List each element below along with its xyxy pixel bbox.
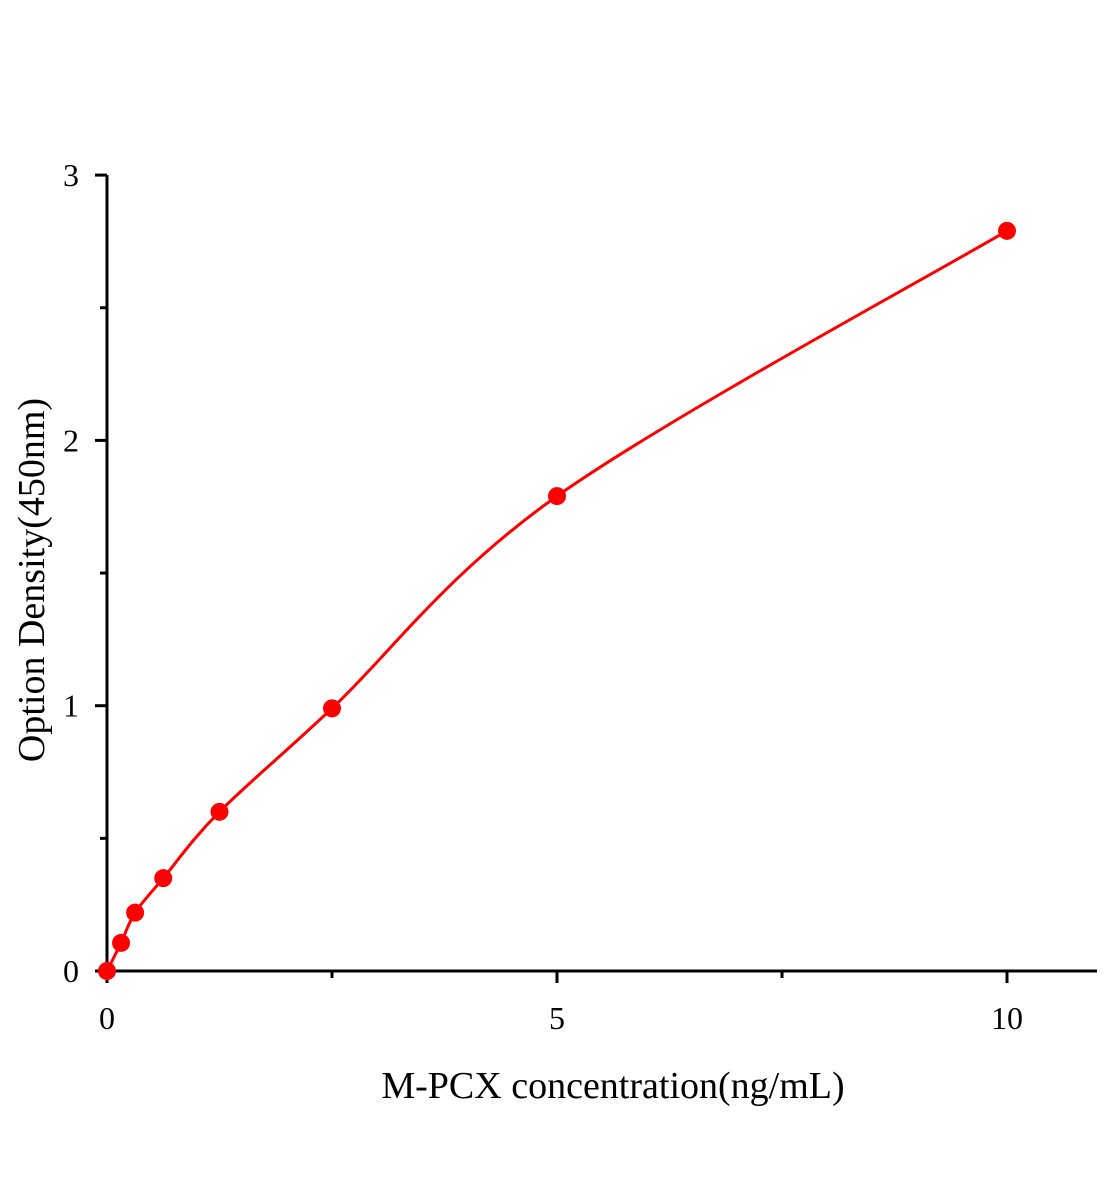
data-point: [112, 933, 131, 952]
data-point: [323, 699, 341, 718]
y-tick-label: 3: [63, 157, 79, 193]
y-tick-label: 1: [63, 688, 79, 724]
axes: 0 5 10 0 1 2 3: [63, 157, 1097, 1036]
data-point: [126, 903, 145, 922]
x-axis-title: M-PCX concentration(ng/mL): [381, 1065, 844, 1107]
y-axis-title: Option Density(450nm): [11, 398, 53, 762]
y-tick-label: 0: [63, 953, 79, 989]
x-tick-label: 5: [549, 1000, 565, 1036]
data-point: [998, 221, 1016, 240]
data-point: [98, 962, 116, 980]
y-tick-label: 2: [63, 422, 79, 458]
x-tick-label: 0: [99, 1000, 115, 1036]
data-point: [210, 802, 229, 821]
fit-curve: [105, 229, 1008, 972]
data-point: [154, 869, 173, 888]
plot-area: [98, 221, 1016, 980]
data-point: [548, 487, 566, 506]
x-tick-label: 10: [991, 1000, 1023, 1036]
